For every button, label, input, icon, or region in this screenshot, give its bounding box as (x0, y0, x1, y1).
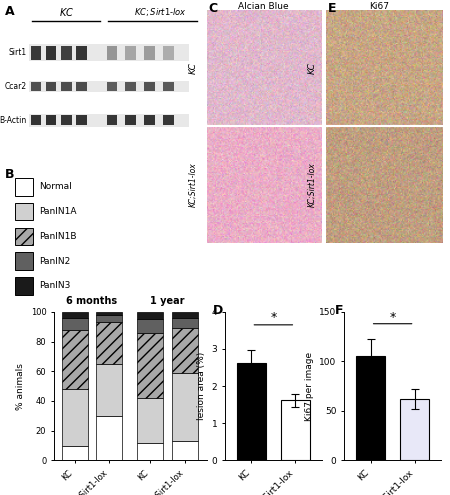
Bar (137, 398, 163, 443)
Text: B-Actin: B-Actin (0, 116, 27, 125)
Text: $KC$: $KC$ (59, 5, 74, 17)
Bar (31, 115, 41, 125)
Bar (61, 46, 72, 60)
Bar (107, 46, 117, 60)
Bar (76, 82, 87, 91)
Text: KC;Sirt1-lox: KC;Sirt1-lox (189, 162, 198, 207)
Text: 1 year: 1 year (150, 296, 184, 306)
Bar (172, 312, 198, 318)
Text: KC: KC (308, 62, 317, 74)
Bar (15, 203, 33, 220)
Bar (137, 312, 163, 319)
Text: D: D (213, 304, 223, 317)
Bar (237, 363, 266, 460)
Bar (15, 252, 33, 270)
Bar (96, 312, 122, 315)
Bar (172, 441, 198, 460)
Text: 6 months: 6 months (66, 296, 117, 306)
Bar (144, 46, 155, 60)
Bar (163, 46, 174, 60)
Bar (107, 115, 117, 125)
Text: PanIN1B: PanIN1B (39, 232, 77, 241)
Bar (172, 328, 198, 373)
Text: Normal: Normal (39, 182, 72, 192)
Bar (62, 318, 87, 330)
Bar (400, 399, 429, 460)
Text: KC;Sirt1-lox: KC;Sirt1-lox (308, 162, 317, 207)
Text: Alcian Blue: Alcian Blue (238, 2, 288, 11)
Bar (15, 228, 33, 245)
Bar (126, 82, 136, 91)
Text: *: * (390, 311, 396, 324)
Bar (172, 373, 198, 441)
Bar (96, 416, 122, 460)
Bar (61, 115, 72, 125)
Text: F: F (335, 304, 344, 317)
Bar (163, 82, 174, 91)
Bar (62, 446, 87, 460)
Bar (163, 115, 174, 125)
Bar (126, 46, 136, 60)
Text: Sirt1: Sirt1 (9, 49, 27, 57)
Text: *: * (270, 311, 276, 324)
Bar (172, 318, 198, 328)
Bar (62, 330, 87, 389)
Bar (76, 46, 87, 60)
Text: PanIN1A: PanIN1A (39, 207, 77, 216)
Bar (15, 178, 33, 196)
Y-axis label: lesion area (%): lesion area (%) (197, 352, 206, 420)
Bar (144, 115, 155, 125)
Text: Ccar2: Ccar2 (4, 82, 27, 91)
Text: $KC;Sirt1\text{-}lox$: $KC;Sirt1\text{-}lox$ (135, 5, 187, 17)
Text: Ki67: Ki67 (369, 2, 389, 11)
Text: B: B (4, 168, 14, 181)
Bar (137, 443, 163, 460)
Bar (96, 364, 122, 416)
Bar (61, 82, 72, 91)
Bar (107, 82, 117, 91)
Text: E: E (328, 2, 336, 15)
Bar (62, 312, 87, 318)
Bar (137, 333, 163, 398)
Bar (96, 315, 122, 322)
Bar (29, 81, 189, 93)
Bar (46, 82, 57, 91)
Bar (76, 115, 87, 125)
Bar (126, 115, 136, 125)
Text: C: C (208, 2, 217, 15)
Bar (29, 45, 189, 61)
Y-axis label: % animals: % animals (16, 363, 25, 409)
Bar (29, 114, 189, 127)
Bar (46, 46, 57, 60)
Text: PanIN2: PanIN2 (39, 256, 71, 266)
Text: KC: KC (189, 62, 198, 74)
Text: A: A (4, 5, 14, 18)
Bar (96, 322, 122, 364)
Bar (31, 46, 41, 60)
Bar (62, 389, 87, 446)
Bar (356, 356, 385, 460)
Bar (281, 400, 310, 460)
Bar (31, 82, 41, 91)
Y-axis label: Ki67 per image: Ki67 per image (305, 351, 314, 421)
Bar (15, 277, 33, 295)
Bar (137, 319, 163, 333)
Bar (144, 82, 155, 91)
Text: PanIN3: PanIN3 (39, 281, 71, 291)
Bar (46, 115, 57, 125)
